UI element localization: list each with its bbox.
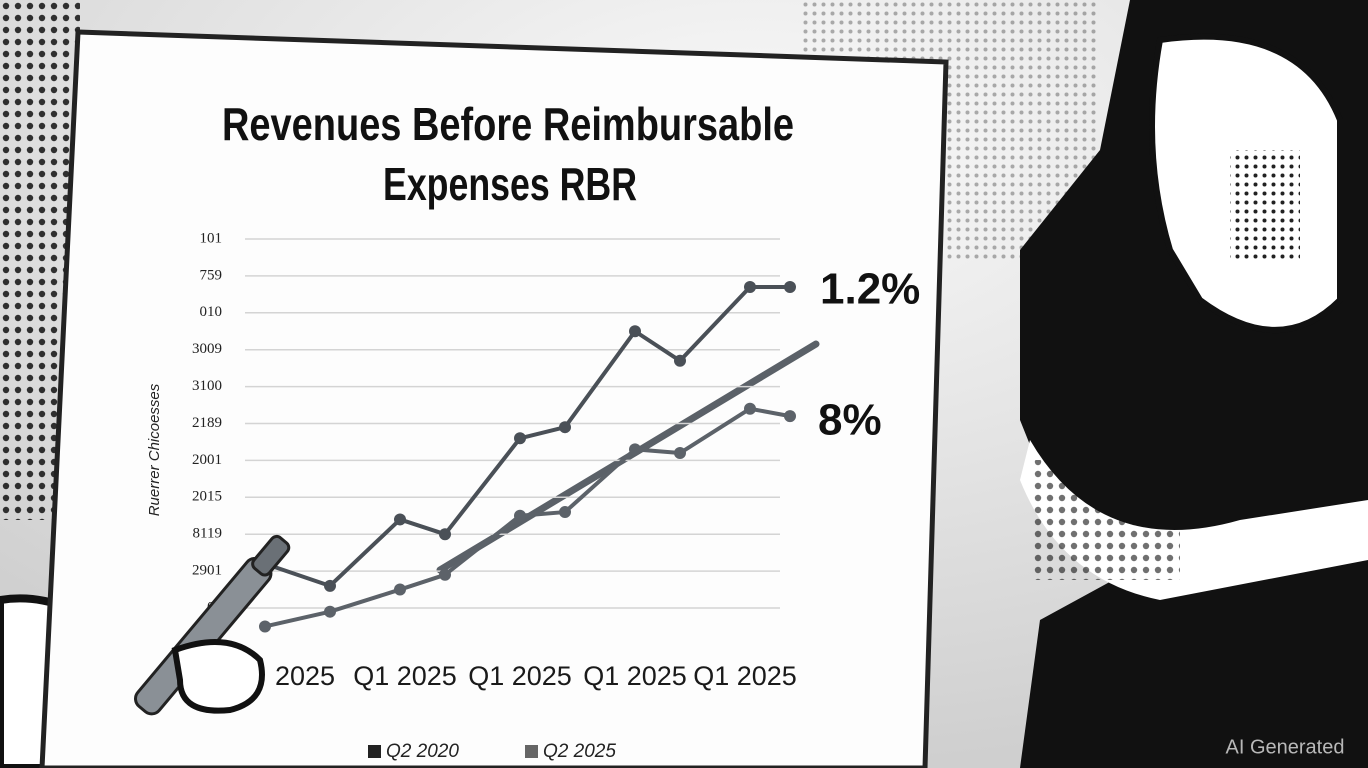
data-point <box>559 421 571 434</box>
y-tick-label: 2901 <box>192 563 222 579</box>
annotation: 1.2% <box>820 265 920 314</box>
data-point <box>744 280 756 293</box>
series-line <box>264 406 791 629</box>
data-point <box>514 509 526 522</box>
data-point <box>674 447 686 460</box>
chart-title: Revenues Before Reimbursable <box>222 98 794 150</box>
data-point <box>259 620 271 633</box>
data-point <box>629 443 641 456</box>
y-tick-label: 2189 <box>192 415 222 431</box>
collar-shade <box>1030 460 1180 580</box>
legend: Q2 2020 Q2 2025 <box>368 741 616 762</box>
y-tick-label: 2001 <box>192 452 222 468</box>
data-point <box>784 410 796 423</box>
hand-shape <box>171 639 265 714</box>
y-tick-label: 010 <box>200 304 223 320</box>
x-tick-label: 2025 <box>275 661 335 691</box>
data-point <box>439 528 451 541</box>
annotation: 8% <box>818 396 882 445</box>
data-point <box>394 513 406 526</box>
legend-label: Q2 2020 <box>386 741 459 762</box>
series-line <box>264 284 790 588</box>
data-point <box>514 432 526 445</box>
data-point <box>324 605 336 618</box>
data-point <box>674 354 686 367</box>
paper <box>39 29 949 768</box>
legend-swatch <box>525 745 538 758</box>
data-point <box>784 280 796 293</box>
data-point <box>439 568 451 581</box>
data-point <box>559 506 571 519</box>
y-tick-label: 101 <box>200 230 223 246</box>
y-tick-label: 3100 <box>192 378 222 394</box>
legend-swatch <box>368 745 381 758</box>
x-tick-label: Q1 2025 <box>468 661 572 691</box>
data-point <box>324 579 336 592</box>
x-tick-label: Q1 2025 <box>583 661 687 691</box>
plot: 1017590103009310021892001201581192901002… <box>192 230 797 691</box>
data-point <box>629 325 641 338</box>
legend-label: Q2 2025 <box>543 741 616 762</box>
y-axis-label: Ruerrer Chicoesses <box>146 383 163 516</box>
face-shade <box>1230 150 1300 260</box>
y-tick-label: 759 <box>200 267 223 283</box>
watermark: AI Generated <box>1226 736 1345 758</box>
data-point <box>744 402 756 415</box>
y-tick-label: 3009 <box>192 341 222 357</box>
x-tick-label: Q1 2025 <box>353 661 457 691</box>
x-tick-label: Q1 2025 <box>693 661 797 691</box>
chart-title: Expenses RBR <box>383 158 637 210</box>
y-tick-label: 8119 <box>193 526 222 542</box>
y-tick-label: 2015 <box>192 489 222 505</box>
data-point <box>394 583 406 596</box>
